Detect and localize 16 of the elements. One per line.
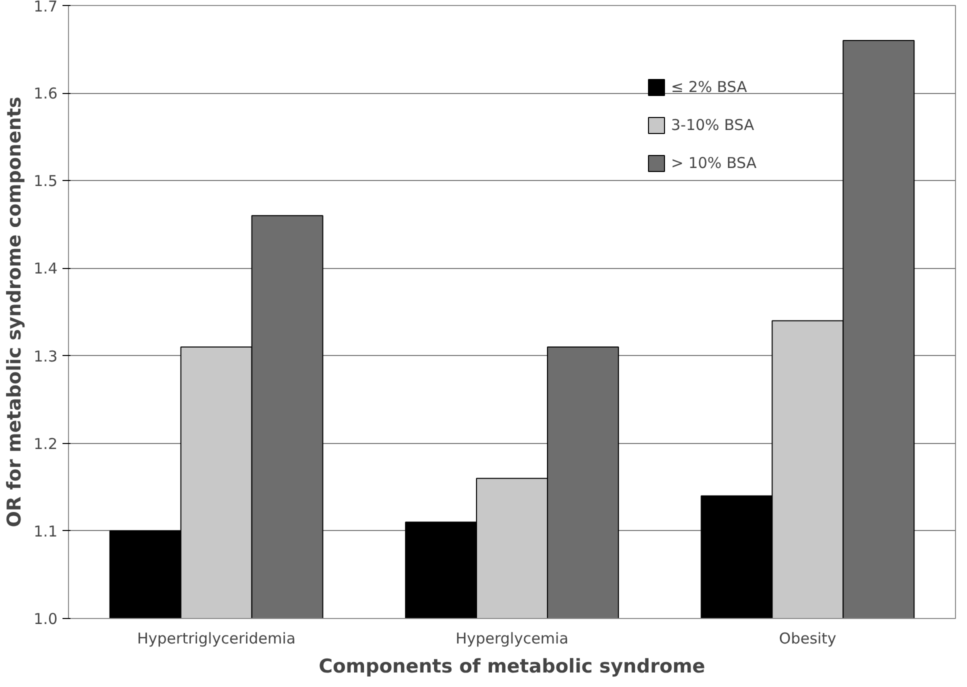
y-tick-label: 1.6: [34, 84, 58, 103]
y-tick-label: 1.3: [34, 347, 58, 366]
y-tick-label: 1.5: [34, 172, 58, 190]
x-axis-title: Components of metabolic syndrome: [318, 656, 706, 678]
y-tick-label: 1.2: [34, 434, 58, 453]
x-tick-label: Hyperglycemia: [456, 630, 568, 648]
text: 1.0: [34, 610, 58, 628]
legend-label: ≤ 2% BSA: [671, 78, 747, 96]
legend-label: 3-10% BSA: [671, 116, 754, 134]
y-tick-label: 1.7: [34, 0, 58, 16]
x-tick-label: Hypertriglyceridemia: [137, 630, 296, 648]
legend-label: > 10% BSA: [671, 154, 757, 172]
y-tick-label: 1.1: [34, 522, 58, 540]
y-axis-title: OR for metabolic syndrome components: [4, 96, 26, 528]
x-tick-label: Obesity: [779, 630, 836, 648]
y-tick-label: 1.4: [34, 260, 58, 278]
